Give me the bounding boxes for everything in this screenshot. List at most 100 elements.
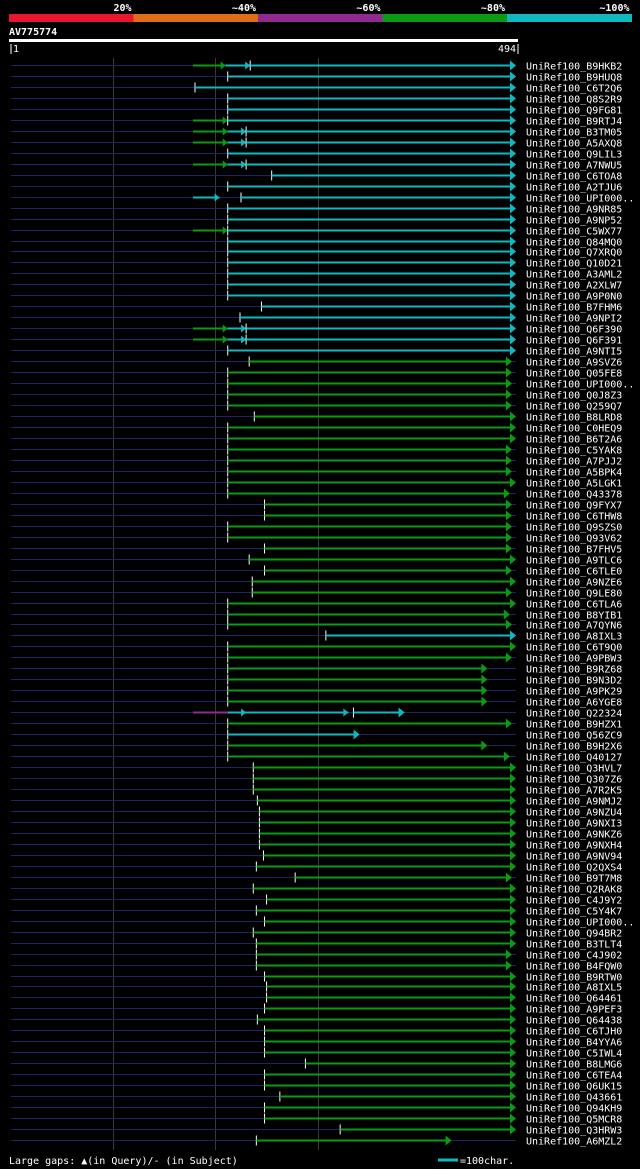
hit-end-arrow	[510, 641, 516, 652]
hit-name-label: UniRef100_C5YAK8	[526, 446, 622, 457]
hit-name-label: UniRef100_UPI000..	[526, 918, 634, 929]
hit-end-arrow	[510, 598, 516, 609]
hit-end-arrow	[481, 740, 488, 751]
hit-end-arrow	[510, 1047, 516, 1058]
hit-end-arrow	[505, 543, 512, 554]
hit-row: UniRef100_A8IXL5	[11, 981, 622, 994]
hit-end-arrow	[510, 554, 516, 565]
hit-row: UniRef100_Q64461	[11, 992, 622, 1005]
query-end-label: 494	[498, 44, 516, 55]
hit-name-label: UniRef100_A8IXL3	[526, 632, 622, 643]
hit-row: UniRef100_B9HKB2	[11, 60, 622, 73]
hit-end-arrow	[510, 883, 516, 894]
hit-row: UniRef100_B9H2X6	[11, 740, 622, 753]
hit-row: UniRef100_B7FHV5	[11, 543, 622, 556]
hit-name-label: UniRef100_A2TJU6	[526, 183, 622, 194]
hit-segment-arrow	[245, 61, 251, 70]
hit-end-arrow	[510, 323, 516, 334]
hit-row: UniRef100_Q9LIL3	[11, 148, 622, 161]
hit-name-label: UniRef100_A5AXQ8	[526, 139, 622, 150]
hit-end-arrow	[510, 422, 516, 433]
hit-name-label: UniRef100_C6T9Q0	[526, 643, 622, 654]
hit-end-arrow	[505, 949, 512, 960]
hit-end-arrow	[510, 1025, 516, 1036]
hit-end-arrow	[510, 1036, 516, 1047]
hit-row: UniRef100_B3TLT4	[11, 938, 622, 951]
hit-name-label: UniRef100_Q8S2R9	[526, 95, 622, 106]
query-start-label: 1	[13, 44, 19, 55]
hit-end-arrow	[505, 444, 512, 455]
hit-end-arrow	[510, 762, 516, 773]
hit-end-arrow	[510, 981, 516, 992]
hit-segment-arrow	[222, 335, 228, 344]
hit-name-label: UniRef100_Q5MCR8	[526, 1115, 622, 1126]
hit-end-arrow	[510, 1069, 516, 1080]
hit-segment-arrow	[222, 127, 228, 136]
query-id-label: AV775774	[9, 27, 57, 38]
hit-row: UniRef100_A9SVZ6	[11, 356, 622, 369]
hit-row: UniRef100_C0HEQ9	[11, 422, 622, 435]
hit-name-label: UniRef100_A9P0N0	[526, 292, 622, 303]
hit-name-label: UniRef100_Q0J8Z3	[526, 391, 622, 402]
hit-row: UniRef100_C6T2Q6	[11, 82, 622, 95]
hit-row: UniRef100_Q56ZC9	[11, 729, 622, 742]
large-gaps-legend: Large gaps: ▲(in Query)/- (in Subject)	[9, 1156, 238, 1167]
hit-name-label: UniRef100_B7FHV5	[526, 545, 622, 556]
hit-end-arrow	[510, 1003, 516, 1014]
hit-end-arrow	[505, 367, 512, 378]
identity-color-scale: 20% ~40% ~60% ~80% ~100%	[9, 3, 632, 22]
hit-end-arrow	[510, 181, 516, 192]
hit-end-arrow	[505, 455, 512, 466]
hit-end-arrow	[510, 203, 516, 214]
hit-row: UniRef100_C5WX77	[11, 225, 622, 238]
hit-end-arrow	[510, 795, 516, 806]
hit-name-label: UniRef100_B8YIB1	[526, 611, 622, 622]
hit-name-label: UniRef100_B9RTJ4	[526, 117, 622, 128]
hit-end-arrow	[510, 334, 516, 345]
hit-name-label: UniRef100_Q43378	[526, 490, 622, 501]
hit-name-label: UniRef100_A6MZL2	[526, 1137, 622, 1148]
hit-end-arrow	[505, 521, 512, 532]
hit-row: UniRef100_Q2QXS4	[11, 861, 622, 874]
hit-row: UniRef100_C4J902	[11, 949, 622, 962]
hit-end-arrow	[510, 170, 516, 181]
hit-end-arrow	[505, 499, 512, 510]
hit-row: UniRef100_B9RTW0	[11, 971, 622, 984]
hit-name-label: UniRef100_C6TJH0	[526, 1027, 622, 1038]
hit-end-arrow	[510, 257, 516, 268]
hit-name-label: UniRef100_A9NZU4	[526, 808, 622, 819]
hit-end-arrow	[510, 71, 516, 82]
hit-end-arrow	[510, 850, 516, 861]
hit-row: UniRef100_A9NPI2	[11, 312, 622, 325]
hit-row: UniRef100_Q3HRW3	[11, 1124, 622, 1137]
hit-row: UniRef100_Q05FE8	[11, 367, 622, 380]
hit-name-label: UniRef100_Q6UK15	[526, 1082, 622, 1093]
hit-row: UniRef100_Q94KH9	[11, 1102, 622, 1115]
hit-name-label: UniRef100_C6TEA4	[526, 1071, 622, 1082]
hit-name-label: UniRef100_Q6F391	[526, 336, 622, 347]
hit-end-arrow	[510, 971, 516, 982]
hit-row: UniRef100_C6TEA4	[11, 1069, 622, 1082]
scale-label: ~40%	[232, 3, 256, 14]
hit-row: UniRef100_C5Y4K7	[11, 905, 622, 918]
hit-row: UniRef100_A6YGE8	[11, 696, 622, 709]
hit-name-label: UniRef100_B9HKB2	[526, 62, 622, 73]
hit-name-label: UniRef100_Q6F390	[526, 325, 622, 336]
hit-end-arrow	[510, 817, 516, 828]
hit-name-label: UniRef100_C4J9Y2	[526, 896, 622, 907]
hit-row: UniRef100_UPI000..	[11, 916, 634, 929]
hit-segment-arrow	[241, 127, 247, 136]
hit-name-label: UniRef100_A6YGE8	[526, 698, 622, 709]
hit-row: UniRef100_A7QYN6	[11, 619, 622, 632]
hit-end-arrow	[481, 663, 488, 674]
hit-row: UniRef100_Q259Q7	[11, 400, 622, 413]
hit-row: UniRef100_C6THW8	[11, 510, 622, 523]
hit-end-arrow	[510, 992, 516, 1003]
hit-name-label: UniRef100_Q84MQ0	[526, 238, 622, 249]
hit-name-label: UniRef100_Q10D21	[526, 259, 622, 270]
hit-end-arrow	[510, 828, 516, 839]
hit-row: UniRef100_A9TLC6	[11, 554, 622, 567]
hit-row: UniRef100_A9PBW3	[11, 652, 622, 665]
hit-row: UniRef100_Q9SZS0	[11, 521, 622, 534]
hit-row: UniRef100_Q9LE80	[11, 587, 622, 600]
